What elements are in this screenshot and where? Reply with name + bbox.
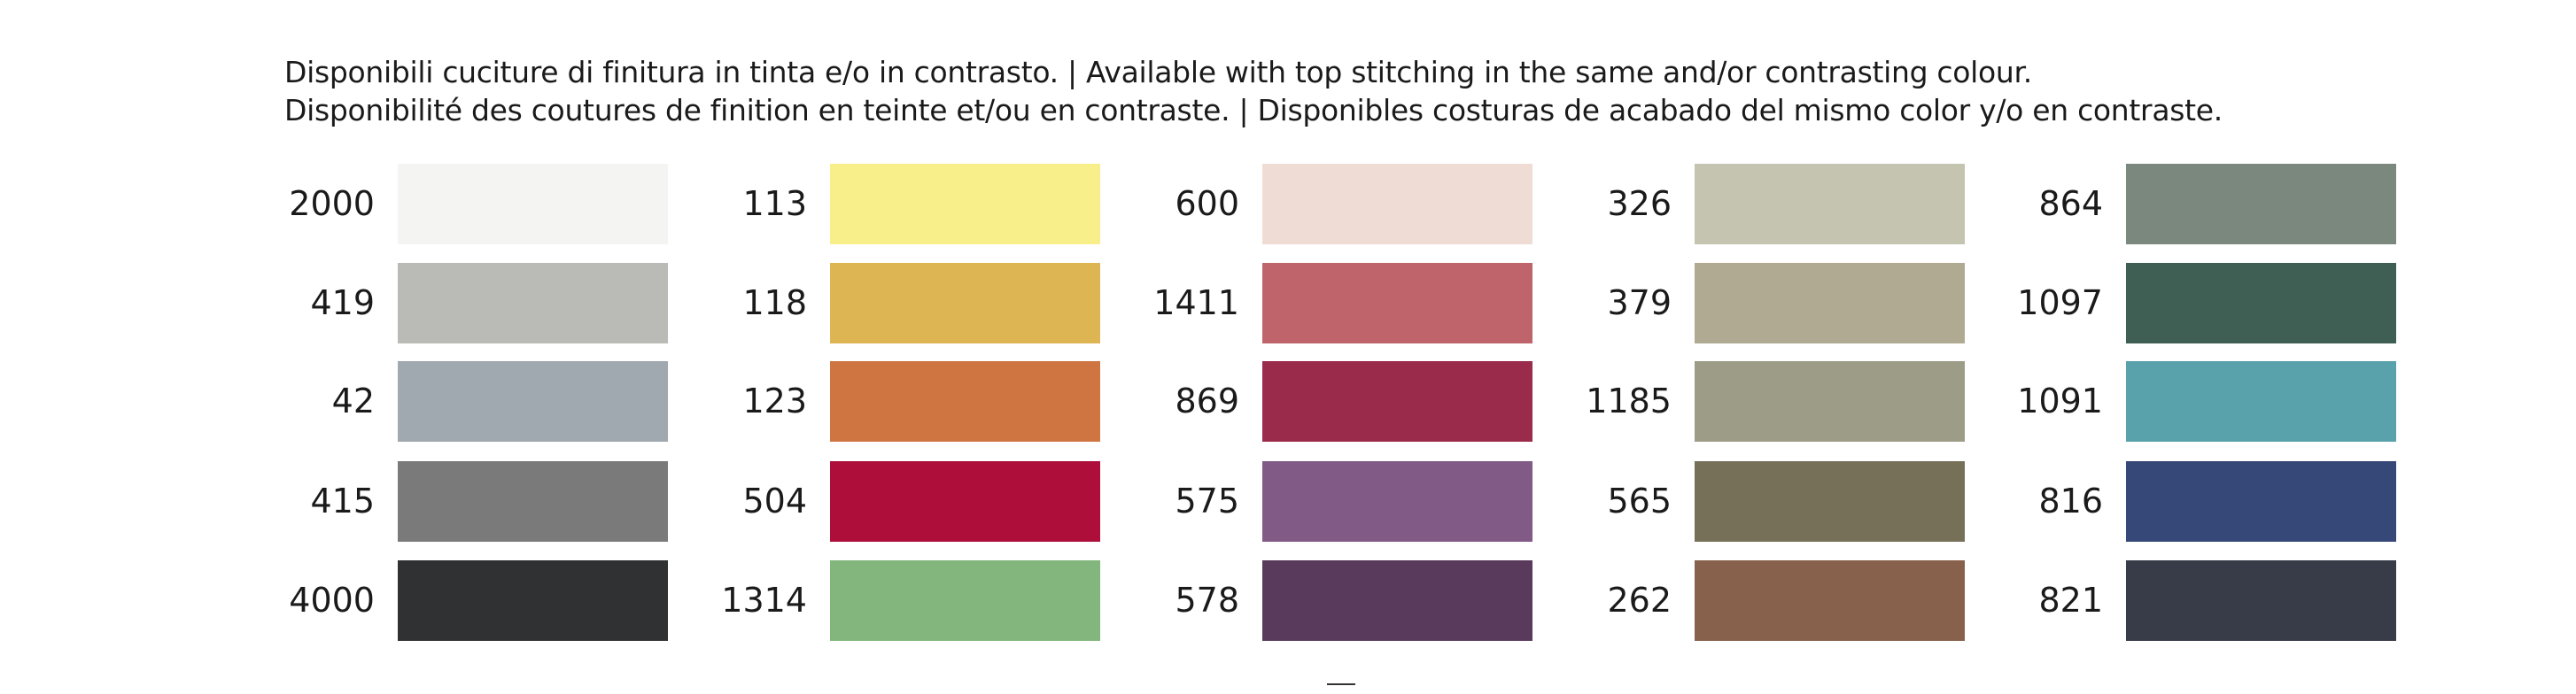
color-code: 1314 — [721, 581, 807, 620]
color-swatch — [2126, 560, 2396, 641]
separator — [1327, 683, 1355, 685]
color-code: 600 — [1175, 184, 1239, 223]
color-swatch — [398, 164, 668, 244]
color-swatch — [2126, 461, 2396, 542]
color-swatch — [1262, 560, 1532, 641]
color-swatch — [830, 361, 1100, 442]
color-code: 4000 — [289, 581, 375, 620]
color-swatch — [830, 461, 1100, 542]
color-swatch — [398, 263, 668, 343]
color-code: 565 — [1607, 482, 1672, 520]
color-code: 118 — [742, 283, 807, 322]
color-swatch — [1262, 361, 1532, 442]
color-swatch — [1262, 461, 1532, 542]
color-code: 1185 — [1586, 382, 1672, 420]
color-swatch — [1262, 164, 1532, 244]
color-code: 113 — [742, 184, 807, 223]
color-swatch — [1695, 164, 1965, 244]
color-code: 1411 — [1153, 283, 1239, 322]
color-code: 379 — [1607, 283, 1672, 322]
color-swatch — [398, 361, 668, 442]
color-code: 326 — [1607, 184, 1672, 223]
color-code: 864 — [2038, 184, 2103, 223]
color-code: 262 — [1607, 581, 1672, 620]
color-swatch — [398, 560, 668, 641]
color-code: 1091 — [2017, 382, 2103, 420]
color-code: 42 — [331, 382, 375, 420]
header-line: Disponibili cuciture di finitura in tint… — [284, 55, 2032, 89]
color-swatch — [2126, 361, 2396, 442]
color-code: 821 — [2038, 581, 2103, 620]
color-code: 1097 — [2017, 283, 2103, 322]
color-code: 2000 — [289, 184, 375, 223]
color-code: 123 — [742, 382, 807, 420]
color-swatch — [2126, 263, 2396, 343]
color-swatch — [1695, 263, 1965, 343]
color-code: 575 — [1175, 482, 1239, 520]
color-code: 415 — [310, 482, 375, 520]
color-swatch — [830, 560, 1100, 641]
color-code: 504 — [742, 482, 807, 520]
color-swatch — [830, 263, 1100, 343]
color-swatch — [1695, 560, 1965, 641]
color-code: 419 — [310, 283, 375, 322]
color-swatch — [1695, 461, 1965, 542]
color-code: 869 — [1175, 382, 1239, 420]
color-swatch — [2126, 164, 2396, 244]
color-code: 816 — [2038, 482, 2103, 520]
color-swatch — [830, 164, 1100, 244]
color-swatch — [1695, 361, 1965, 442]
color-swatch — [398, 461, 668, 542]
color-code: 578 — [1175, 581, 1239, 620]
header-line: Disponibilité des coutures de finition e… — [284, 93, 2223, 127]
color-swatch — [1262, 263, 1532, 343]
